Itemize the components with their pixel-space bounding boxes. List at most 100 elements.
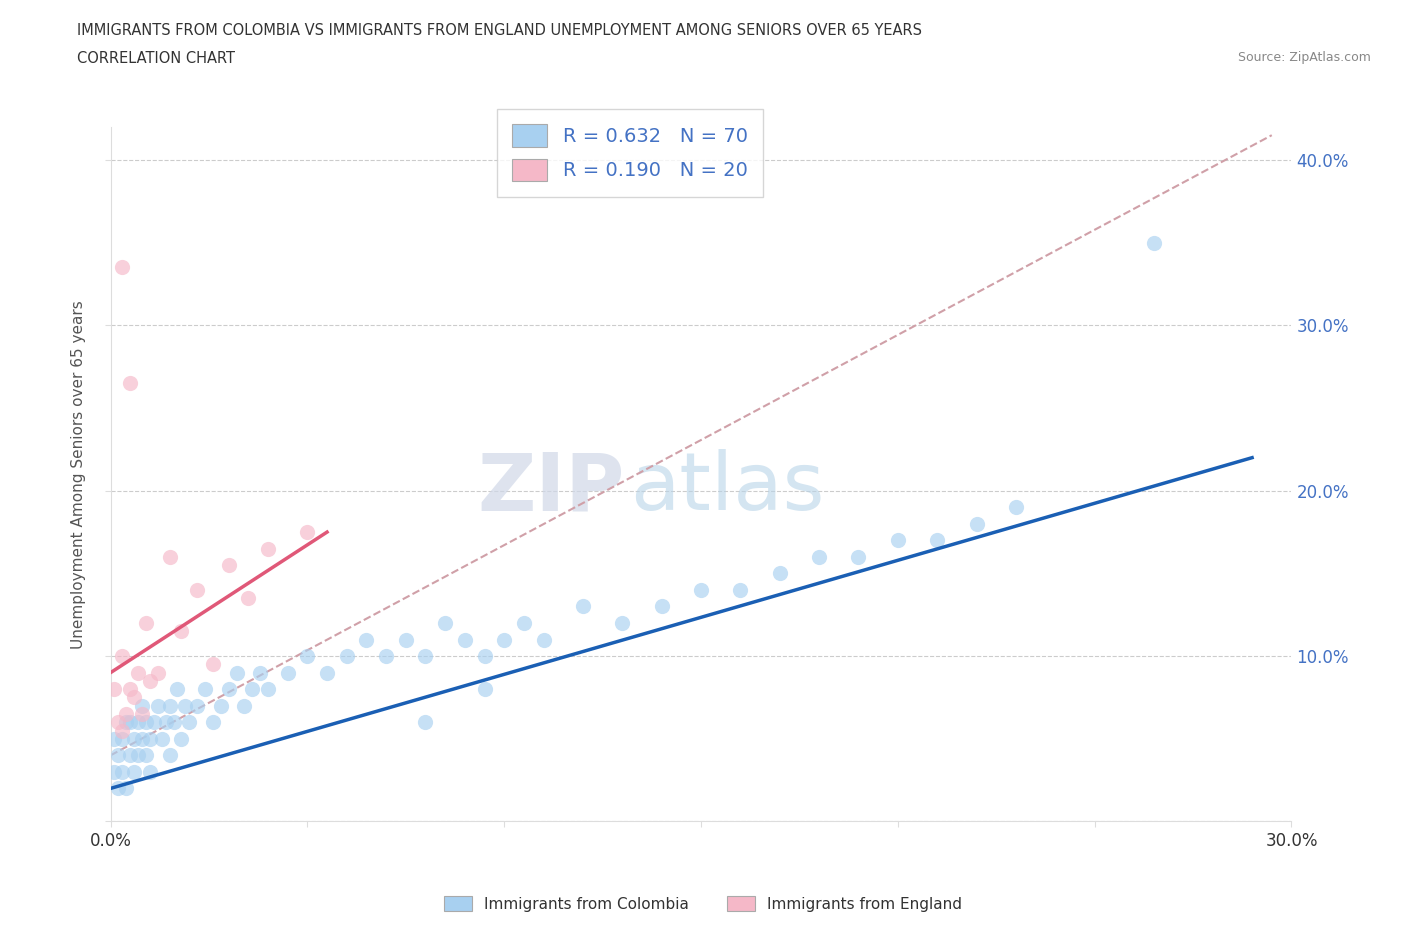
Point [209,698,232,713]
Point [769,566,792,581]
Point [139,673,162,688]
Point [513,616,536,631]
Point [159,550,181,565]
Point [103,731,125,746]
Point [277,665,299,680]
Point [474,648,496,663]
Point [107,715,129,730]
Point [111,260,134,275]
Point [1143,235,1166,250]
Point [356,632,378,647]
Point [120,682,142,697]
Point [131,707,153,722]
Text: IMMIGRANTS FROM COLOMBIA VS IMMIGRANTS FROM ENGLAND UNEMPLOYMENT AMONG SENIORS O: IMMIGRANTS FROM COLOMBIA VS IMMIGRANTS F… [77,23,922,38]
Point [122,690,145,705]
Point [146,665,169,680]
Point [127,665,149,680]
Point [218,558,240,573]
Point [166,682,188,697]
Point [162,715,184,730]
Point [122,731,145,746]
Point [111,724,134,738]
Point [120,748,142,763]
Point [249,665,271,680]
Point [139,764,162,779]
Legend: Immigrants from Colombia, Immigrants from England: Immigrants from Colombia, Immigrants fro… [439,889,967,918]
Point [135,748,157,763]
Y-axis label: Unemployment Among Seniors over 65 years: Unemployment Among Seniors over 65 years [72,299,86,648]
Point [434,616,457,631]
Point [395,632,418,647]
Point [186,698,208,713]
Point [120,376,142,391]
Point [257,682,280,697]
Point [111,731,134,746]
Point [142,715,165,730]
Point [690,582,713,597]
Text: CORRELATION CHART: CORRELATION CHART [77,51,235,66]
Point [454,632,477,647]
Point [927,533,949,548]
Point [297,648,319,663]
Text: atlas: atlas [630,449,824,527]
Point [887,533,910,548]
Point [572,599,595,614]
Point [131,698,153,713]
Point [533,632,555,647]
Point [170,624,193,639]
Point [115,715,138,730]
Point [127,748,149,763]
Point [122,764,145,779]
Point [233,698,256,713]
Point [218,682,240,697]
Point [111,764,134,779]
Point [159,698,181,713]
Point [474,682,496,697]
Point [103,682,125,697]
Point [150,731,173,746]
Point [107,748,129,763]
Point [316,665,339,680]
Point [111,648,134,663]
Point [186,582,208,597]
Point [1005,499,1028,514]
Point [127,715,149,730]
Point [257,541,280,556]
Point [375,648,398,663]
Point [174,698,197,713]
Point [115,707,138,722]
Point [103,764,125,779]
Point [170,731,193,746]
Point [194,682,217,697]
Point [225,665,247,680]
Point [240,682,263,697]
Point [146,698,169,713]
Point [131,731,153,746]
Point [808,550,831,565]
Point [848,550,870,565]
Point [120,715,142,730]
Point [155,715,177,730]
Point [159,748,181,763]
Point [336,648,359,663]
Point [415,715,437,730]
Point [966,516,988,531]
Legend: R = 0.632   N = 70, R = 0.190   N = 20: R = 0.632 N = 70, R = 0.190 N = 20 [496,109,763,196]
Point [135,616,157,631]
Point [651,599,673,614]
Point [201,715,224,730]
Text: ZIP: ZIP [477,449,624,527]
Point [730,582,752,597]
Point [139,731,162,746]
Point [297,525,319,539]
Point [494,632,516,647]
Point [115,781,138,796]
Point [612,616,634,631]
Point [201,657,224,671]
Text: Source: ZipAtlas.com: Source: ZipAtlas.com [1237,51,1371,64]
Point [179,715,201,730]
Point [238,591,260,605]
Point [415,648,437,663]
Point [107,781,129,796]
Point [135,715,157,730]
